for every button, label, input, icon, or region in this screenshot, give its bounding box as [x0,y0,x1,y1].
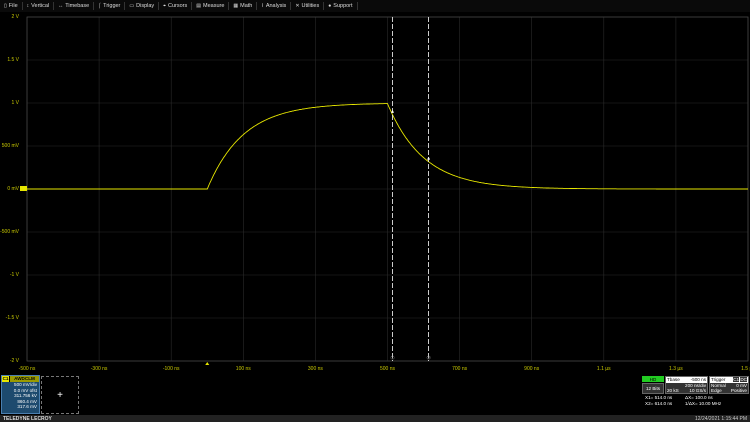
channel-value: 311.756 kV [14,393,37,399]
y-tick-label: -1 V [9,272,19,278]
timebase-delay: -500 ns [690,377,706,382]
analysis-icon: ⌇ [261,3,264,9]
x-tick-label: 300 ns [307,366,323,372]
acq-bits[interactable]: 12 Bits [642,383,664,394]
y-tick-label: 500 mV [1,143,19,149]
trigger-icon: ⌠ [98,3,102,9]
menu-trigger[interactable]: ⌠ Trigger [94,2,126,10]
timebase-samples: 20 kS [667,388,679,393]
menu-math[interactable]: ▦ Math [229,2,258,10]
channel-c1-panel[interactable]: C1 AWDCLM 500 mV/div 0.0 mV ofst 311.756 … [1,375,40,414]
trigger-type: Edge [711,388,722,393]
menu-analysis[interactable]: ⌇ Analysis [257,2,292,10]
channel-label: AWDCLM [10,376,39,382]
menu-label: Math [240,3,253,9]
menu-label: Trigger [103,3,121,9]
menu-label: File [8,3,18,9]
timebase-title: Tbase [667,377,680,382]
trigger-panel[interactable]: Trigger C1 DC Normal 0 mV Edge Positive [709,376,749,394]
menu-label: Support [333,3,353,9]
menu-vertical[interactable]: ↕ Vertical [23,2,55,10]
cursor-marker-icon [427,156,431,160]
channel-name: C1 [2,376,10,382]
trigger-position-marker [205,362,210,365]
cursor-x1: X1= 514.0 ns [645,395,673,400]
menu-label: Utilities [301,3,320,9]
file-icon: ▯ [4,3,7,9]
x-tick-label: 700 ns [452,366,468,372]
menu-file[interactable]: ▯ File [0,2,23,10]
y-tick-label: 2 V [11,14,19,20]
timebase-icon: ↔ [58,3,64,9]
menu-utilities[interactable]: ✕ Utilities [291,2,325,10]
x-tick-label: -300 ns [90,366,108,372]
menu-bar: ▯ File ↕ Vertical ↔ Timebase ⌠ Trigger ▭ Display ⌖… [0,0,750,12]
cursor-x2: X2= 614.0 ns [645,401,673,406]
channel-c1-ground-marker [20,186,27,191]
trigger-title: Trigger [711,377,726,382]
menu-cursors[interactable]: ⌖ Cursors [159,2,193,10]
add-channel-button[interactable]: + [41,376,79,414]
acq-mode-badge[interactable]: HD [642,376,664,382]
math-icon: ▦ [233,3,239,9]
footer: TELEDYNE LECROY 12/24/2021 1:15:44 PM [0,415,750,422]
waveform-trace-c1 [27,103,748,190]
menu-label: Timebase [65,3,90,9]
x-tick-label: 1.1 µs [596,366,611,372]
timebase-rate: 10 GS/s [689,388,706,393]
y-tick-label: -2 V [9,358,19,364]
datetime: 12/24/2021 1:15:44 PM [695,415,747,422]
trigger-slope: Positive [730,388,747,393]
menu-timebase[interactable]: ↔ Timebase [54,2,95,10]
measure-icon: ▤ [196,3,201,9]
menu-label: Analysis [265,3,287,9]
vertical-icon: ↕ [26,3,30,9]
menu-measure[interactable]: ▤ Measure [192,2,230,10]
menu-label: Vertical [31,3,50,9]
x-tick-label: 900 ns [524,366,540,372]
x-tick-label: 100 ns [235,366,251,372]
menu-label: Measure [203,3,225,9]
timebase-panel[interactable]: Tbase -500 ns 200 ns/div 20 kS 10 GS/s [665,376,708,394]
x-tick-label: 500 ns [379,366,396,372]
cursor-y1: 860.4 mV [17,398,37,404]
channel-vdiv: 500 mV/div [14,382,37,387]
cursor-y2: 317.6 mV [17,404,37,410]
cursor-label: ① [390,356,395,362]
y-tick-label: 1 V [11,100,19,106]
trigger-mode: Normal [711,382,726,388]
display-icon: ▭ [129,3,135,9]
cursor-marker-icon [391,109,395,113]
utilities-icon: ✕ [295,3,300,9]
y-tick-label: -500 mV [0,229,19,235]
cursors-icon: ⌖ [163,3,166,9]
cursor-label: ② [426,356,431,362]
channel-offset: 0.0 mV ofst [13,387,37,393]
cursor-inv-dx: 1/ΔX= 10.00 MHz [685,401,722,406]
menu-label: Cursors [168,3,188,9]
menu-label: Display [136,3,155,9]
timebase-tdiv: 200 ns/div [685,382,706,388]
y-tick-label: 1.5 V [7,57,19,63]
plus-icon: + [57,389,63,401]
cursor-dx: ΔX= 100.0 ns [685,395,713,400]
cursor-readout: X1= 514.0 ns ΔX= 100.0 ns X2= 614.0 ns 1/Δ… [645,395,731,407]
brand-logo: TELEDYNE LECROY [3,415,52,422]
x-tick-label: -500 ns [18,366,36,372]
y-tick-label: 0 mV [7,186,19,192]
x-tick-label: 1.3 µs [669,366,683,372]
trigger-coupling: DC [740,377,747,382]
trigger-level: 0 mV [736,382,747,388]
support-icon: ● [328,3,332,9]
menu-display[interactable]: ▭ Display [125,2,160,10]
y-tick-label: -1.5 V [5,315,19,321]
x-tick-label: 1.5 µs [741,366,750,372]
trigger-source: C1 [733,377,740,382]
menu-support[interactable]: ● Support [324,2,358,10]
x-tick-label: -100 ns [162,366,180,372]
